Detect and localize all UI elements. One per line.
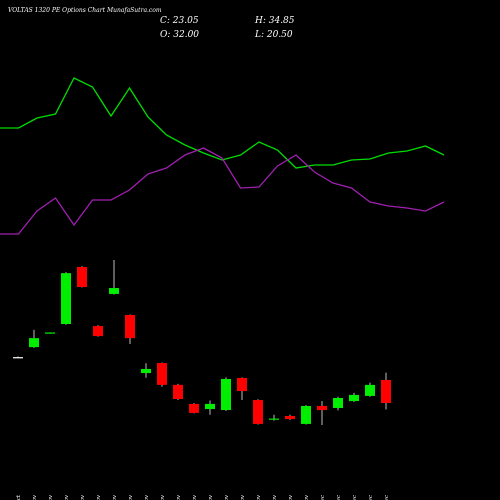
x-tick-label: 02 Dec (336, 495, 342, 500)
x-tick-label: 04 Nov (48, 494, 54, 500)
candle-body (381, 380, 391, 404)
x-tick-label: 26 Nov (272, 494, 278, 500)
x-tick-label: 18 Nov (176, 494, 182, 500)
x-tick-label: 28 Nov (304, 494, 310, 500)
x-tick-label: 03 Nov (32, 494, 38, 500)
candle-body (125, 315, 135, 339)
x-tick-label: 14 Nov (144, 494, 150, 500)
candle-body (109, 288, 119, 294)
x-tick-label: 24 Nov (240, 494, 246, 500)
open-label: O: 32.00 (160, 30, 199, 40)
x-tick-label: 21 Nov (224, 494, 230, 500)
candle-body (205, 403, 215, 410)
chart-title: VOLTAS 1320 PE Options Chart MunafaSutra… (8, 7, 162, 14)
x-tick-label: 19 Nov (192, 494, 198, 500)
candle-body (269, 418, 279, 420)
indicator-line (0, 77, 445, 169)
candle-body (189, 403, 199, 413)
candle-body (141, 368, 151, 374)
x-tick-label: 06 Nov (64, 494, 70, 500)
x-tick-label: 10 Nov (96, 494, 102, 500)
candle-body (317, 405, 327, 411)
candle-body (157, 363, 167, 385)
close-label: C: 23.05 (160, 16, 199, 26)
indicator-line (0, 147, 445, 235)
x-tick-label: 20 Nov (208, 494, 214, 500)
candle-body (221, 378, 231, 411)
x-tick-label: 09 Dec (384, 495, 390, 500)
candle-body (173, 384, 183, 400)
x-tick-label: 25 Nov (256, 494, 262, 500)
candle-body (93, 326, 103, 337)
low-label: L: 20.50 (254, 30, 293, 40)
x-tick-label: 08 Dec (368, 495, 374, 500)
x-tick-label: 27 Nov (288, 494, 294, 500)
candle-body (13, 357, 23, 359)
x-tick-label: 31 Oct (16, 494, 22, 500)
x-tick-label: 04 Dec (352, 495, 358, 500)
candle-body (29, 338, 39, 348)
candle-body (253, 400, 263, 424)
candle-body (237, 377, 247, 392)
x-tick-label: 01 Dec (320, 495, 326, 500)
x-tick-label: 07 Nov (80, 494, 86, 500)
candle-body (77, 266, 87, 287)
candle-body (301, 405, 311, 424)
candle-body (61, 273, 71, 324)
x-tick-label: 11 Nov (112, 494, 118, 500)
x-tick-label: 12 Nov (128, 494, 134, 500)
candle-body (285, 415, 295, 420)
candle-body (365, 384, 375, 396)
high-label: H: 34.85 (254, 16, 295, 26)
candle-body (349, 394, 359, 402)
candle-body (333, 397, 343, 409)
x-tick-label: 17 Nov (160, 494, 166, 500)
candle-body (45, 332, 55, 334)
